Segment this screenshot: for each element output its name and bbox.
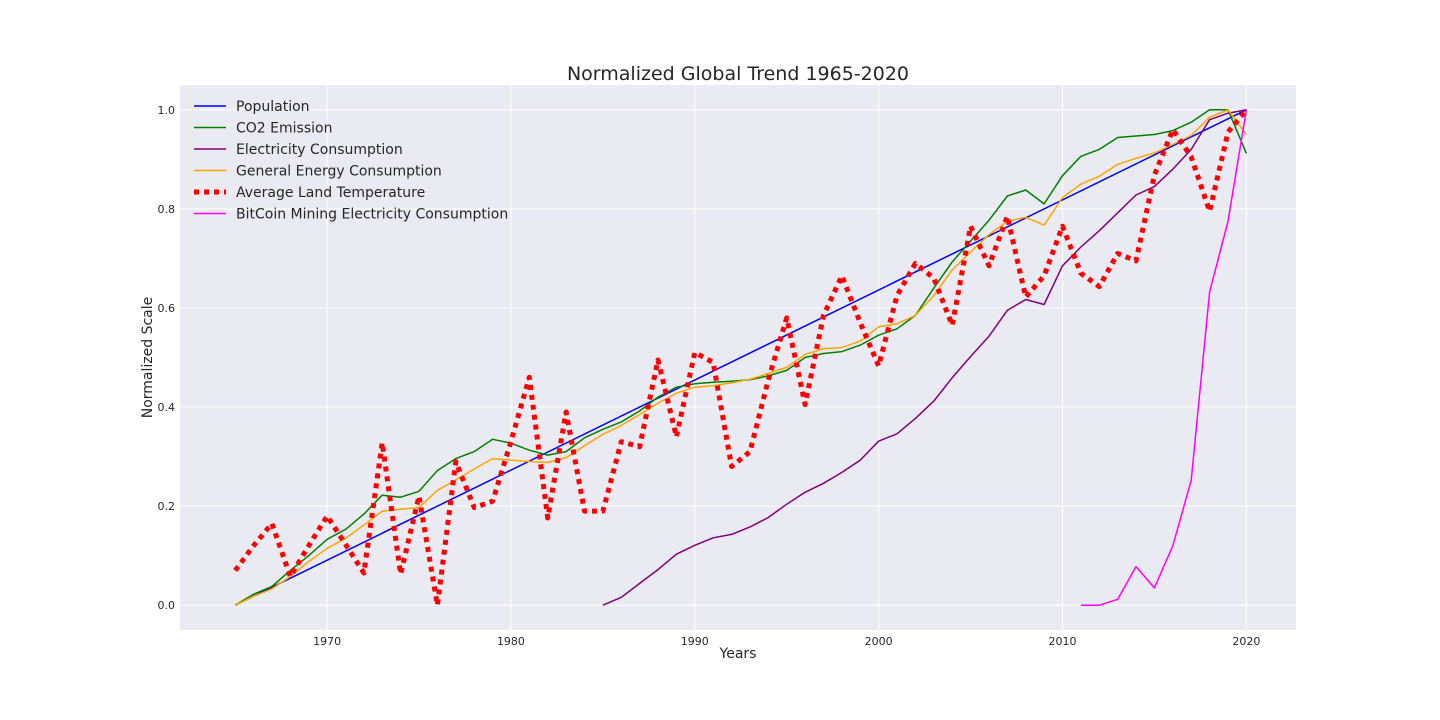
y-tick-label: 0.4: [158, 401, 176, 414]
legend-label: General Energy Consumption: [236, 164, 442, 180]
y-tick-label: 0.8: [158, 203, 176, 216]
y-axis-label: Normalized Scale: [140, 297, 156, 419]
legend: Population CO2 Emission Electricity Consum…: [194, 99, 508, 223]
series-line-electricity-consumption: [602, 109, 1247, 606]
legend-label: BitCoin Mining Electricity Consumption: [236, 207, 508, 223]
x-tick-label: 2010: [1049, 635, 1077, 648]
y-tick-label: 0.6: [158, 302, 176, 315]
x-axis-ticks: 1970 1980 1990 2000 2010 2020: [313, 635, 1260, 648]
x-tick-label: 1970: [313, 635, 341, 648]
x-tick-label: 1990: [681, 635, 709, 648]
legend-label: Average Land Temperature: [236, 185, 425, 201]
series-line-population: [234, 109, 1247, 606]
y-tick-label: 1.0: [158, 104, 176, 117]
legend-label: Population: [236, 99, 310, 115]
series-line-general-energy-consumption: [234, 109, 1248, 606]
series-layer: [233, 108, 1249, 608]
x-tick-label: 2000: [865, 635, 893, 648]
legend-label: CO2 Emission: [236, 121, 332, 137]
y-axis-ticks: 0.0 0.2 0.4 0.6 0.8 1.0: [158, 104, 176, 612]
series-line-average-land-temperature: [233, 108, 1249, 608]
x-tick-label: 2020: [1232, 635, 1260, 648]
y-tick-label: 0.0: [158, 599, 176, 612]
x-tick-label: 1980: [497, 635, 525, 648]
series-line-bitcoin-mining-electricity-consumption: [1080, 109, 1248, 606]
y-tick-label: 0.2: [158, 500, 176, 513]
chart-title: Normalized Global Trend 1965-2020: [567, 63, 909, 85]
legend-label: Electricity Consumption: [236, 142, 403, 158]
x-axis-label: Years: [719, 646, 757, 662]
